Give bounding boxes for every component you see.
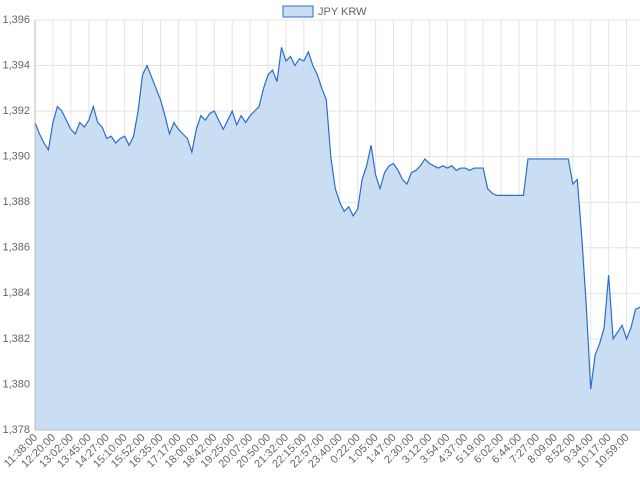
y-tick-label: 1,384 xyxy=(2,287,30,299)
legend-label: JPY KRW xyxy=(318,6,367,18)
line xyxy=(34,47,640,390)
y-tick-label: 1,394 xyxy=(2,59,30,71)
y-tick-label: 1,378 xyxy=(2,424,30,436)
y-tick-label: 1,388 xyxy=(2,196,30,208)
legend-swatch xyxy=(282,5,314,18)
y-tick-label: 1,390 xyxy=(2,151,30,163)
y-tick-label: 1,382 xyxy=(2,333,30,345)
y-tick-label: 1,396 xyxy=(2,14,30,26)
y-tick-label: 1,380 xyxy=(2,378,30,390)
y-tick-label: 1,392 xyxy=(2,105,30,117)
y-tick-label: 1,386 xyxy=(2,242,30,254)
area xyxy=(35,47,640,430)
